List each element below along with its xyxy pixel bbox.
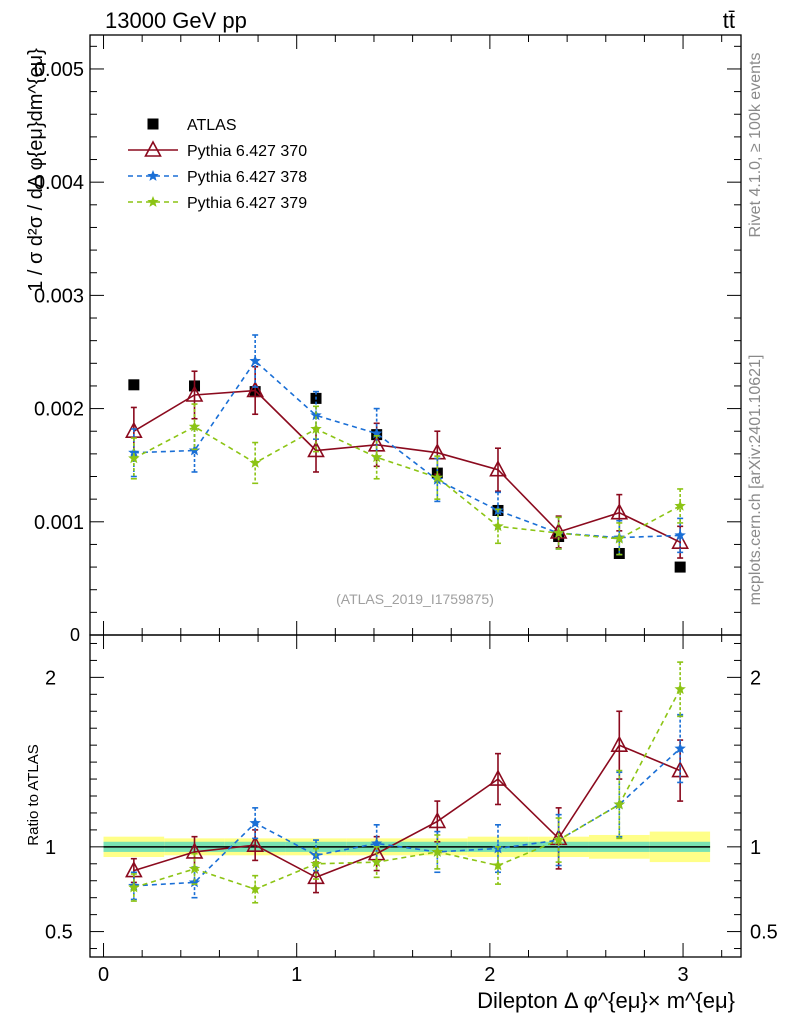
main-point-pythia-6-427-378 — [128, 446, 140, 458]
main-point-pythia-6-427-378 — [674, 529, 686, 541]
legend: ATLAS Pythia 6.427 370 Pythia 6.427 378 Pyt… — [128, 117, 307, 212]
main-axis-ticks: 0.001 0.002 0.003 0.004 0.005 — [34, 35, 741, 635]
main-point-pythia-6-427-379 — [674, 499, 686, 511]
main-point-pythia-6-427-379 — [249, 456, 261, 468]
main-point-pythia-6-427-379 — [188, 420, 201, 432]
ratio-y-tick-label-right: 1 — [750, 837, 761, 859]
legend-label-pythia-6-427-378: Pythia 6.427 378 — [187, 169, 307, 186]
legend-label-pythia-6-427-370: Pythia 6.427 370 — [187, 143, 307, 160]
main-y-tick-label: 0.001 — [34, 512, 84, 534]
ratio-panel-frame — [89, 634, 742, 958]
ratio-y-tick-label-right: 0.5 — [750, 922, 778, 944]
main-y-tick-label: 0.003 — [34, 285, 84, 307]
x-tick-label: 0 — [98, 964, 109, 986]
main-point-pythia-6-427-378 — [249, 355, 261, 366]
ratio-point-pythia-6-427-370 — [610, 735, 629, 752]
x-tick-label: 1 — [291, 964, 302, 986]
ratio-y-tick-label: 1 — [45, 837, 56, 859]
ratio-point-pythia-6-427-379 — [310, 857, 322, 869]
legend-marker-pythia-6-427-370 — [144, 140, 162, 157]
main-point-pythia-6-427-370 — [307, 440, 325, 458]
ratio-point-pythia-6-427-379 — [552, 834, 565, 845]
ratio-line-pythia-6-427-379 — [133, 688, 681, 891]
ratio-y-tick-label: 2 — [45, 667, 56, 689]
main-point-pythia-6-427-370 — [489, 460, 507, 477]
main-point-pythia-6-427-378 — [370, 427, 383, 439]
legend-label-atlas: ATLAS — [187, 117, 237, 134]
ratio-point-pythia-6-427-370 — [428, 811, 447, 829]
main-point-pythia-6-427-379 — [370, 451, 383, 463]
main-point-pythia-6-427-379 — [128, 452, 140, 464]
main-point-pythia-6-427-379 — [492, 520, 504, 532]
ratio-point-pythia-6-427-379 — [249, 883, 261, 895]
main-y-tick-label: 0.005 — [34, 59, 84, 81]
analysis-id-watermark: (ATLAS_2019_I1759875) — [336, 591, 494, 607]
main-y-axis-title: 1 / σ d²σ / dΔ φ{eμ}dm^{eμ} — [25, 48, 47, 292]
main-point-pythia-6-427-370 — [246, 380, 265, 398]
main-point-pythia-6-427-379 — [552, 527, 565, 538]
ratio-point-pythia-6-427-378 — [249, 817, 261, 828]
ratio-point-pythia-6-427-378 — [370, 837, 383, 849]
main-line-pythia-6-427-370 — [133, 389, 681, 543]
ratio-point-pythia-6-427-378 — [674, 742, 686, 754]
main-point-pythia-6-427-379 — [613, 532, 626, 544]
main-line-pythia-6-427-379 — [133, 425, 681, 540]
main-point-pythia-6-427-378 — [310, 409, 322, 421]
main-point-pythia-6-427-370 — [185, 385, 204, 402]
ratio-axis-ticks: 0.5 0.5 1 1 2 2 0 1 2 3 — [45, 635, 778, 986]
ratio-point-pythia-6-427-379 — [188, 862, 201, 874]
ratio-line-pythia-6-427-378 — [133, 747, 681, 887]
ratio-point-pythia-6-427-370 — [307, 867, 325, 885]
main-point-pythia-6-427-379 — [310, 422, 322, 434]
x-tick-label: 3 — [677, 964, 688, 986]
x-axis-title: Dilepton Δ φ^{eμ}× m^{eμ} — [477, 988, 735, 1013]
ratio-y-axis-title: Ratio to ATLAS — [25, 744, 42, 845]
legend-label-pythia-6-427-379: Pythia 6.427 379 — [187, 195, 307, 212]
main-series-group — [125, 334, 689, 573]
main-point-pythia-6-427-379 — [431, 471, 444, 483]
rivet-version-label: Rivet 4.1.0, ≥ 100k events — [747, 53, 764, 238]
ratio-point-pythia-6-427-379 — [674, 683, 686, 695]
ratio-point-pythia-6-427-379 — [128, 881, 140, 893]
ratio-line-pythia-6-427-370 — [133, 744, 681, 879]
ratio-y-tick-label: 0.5 — [45, 922, 73, 944]
ratio-y-tick-label-right: 2 — [750, 667, 761, 689]
ratio-point-pythia-6-427-379 — [370, 856, 383, 867]
legend-marker-atlas — [147, 118, 159, 130]
process-label: tt̄ — [723, 8, 735, 33]
ratio-point-pythia-6-427-370 — [489, 769, 507, 786]
main-point-atlas — [128, 379, 140, 391]
main-point-atlas — [674, 561, 686, 573]
ratio-point-pythia-6-427-379 — [613, 798, 626, 810]
legend-marker-pythia-6-427-378 — [147, 170, 159, 181]
mcplots-label: mcplots.cern.ch [arXiv:2401.10621] — [747, 355, 764, 606]
legend-marker-pythia-6-427-379 — [147, 196, 159, 207]
ratio-point-pythia-6-427-370 — [246, 835, 265, 852]
ratio-series-group — [125, 661, 689, 904]
x-tick-label: 2 — [484, 964, 495, 986]
energy-label: 13000 GeV pp — [105, 8, 247, 33]
ratio-point-pythia-6-427-379 — [492, 859, 504, 871]
main-y-zero-label: 0 — [70, 625, 80, 645]
main-y-tick-label: 0.004 — [34, 172, 84, 194]
ratio-point-pythia-6-427-378 — [188, 876, 201, 888]
main-point-pythia-6-427-370 — [671, 532, 689, 549]
main-y-tick-label: 0.002 — [34, 399, 84, 421]
ratio-point-pythia-6-427-379 — [431, 845, 444, 857]
main-point-pythia-6-427-370 — [610, 503, 629, 520]
ratio-point-pythia-6-427-370 — [185, 842, 204, 859]
